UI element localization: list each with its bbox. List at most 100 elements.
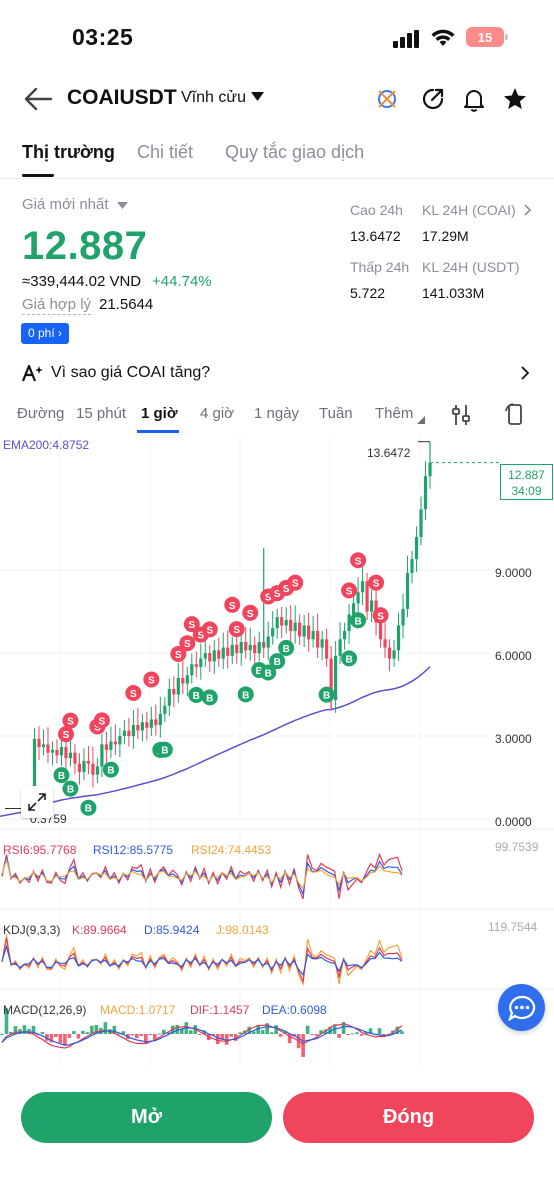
tab-details[interactable]: Chi tiết: [137, 142, 194, 162]
buy-marker: [102, 761, 119, 778]
candle-body: [369, 600, 374, 612]
candlestick-chart[interactable]: BBBBBBBBBBBBBBBBSSSSSSSSSSSSSSSSSSSSSS: [0, 434, 554, 1066]
ai-tools-icon[interactable]: [372, 84, 402, 114]
macd-bar: [103, 1022, 108, 1034]
candle-body: [293, 622, 297, 631]
rsi24-label: RSI24:74.4453: [191, 843, 272, 857]
macd-bar: [278, 1034, 283, 1037]
macd-bar: [40, 1032, 45, 1034]
candle-body: [172, 689, 176, 695]
candle-body: [100, 744, 104, 767]
macd-bar: [233, 1034, 238, 1041]
caret-icon[interactable]: [417, 416, 425, 424]
macd-bar: [90, 1025, 94, 1034]
buy-marker: [188, 686, 205, 703]
macd-bar: [117, 1033, 121, 1035]
indicator-settings-icon[interactable]: [451, 404, 471, 426]
rotate-screen-icon[interactable]: [505, 403, 525, 427]
volume-coai-label[interactable]: KL 24H (COAI): [422, 202, 516, 218]
sell-marker-label: S: [274, 589, 281, 600]
tab-market[interactable]: Thị trường: [22, 142, 115, 162]
candle-body: [230, 644, 234, 656]
interval-more[interactable]: Thêm: [375, 405, 414, 422]
macd-bar: [224, 1034, 229, 1045]
ai-sparkle-icon: [22, 364, 43, 382]
sell-marker-label: S: [206, 625, 213, 636]
fair-price-value: 21.5644: [99, 296, 154, 313]
interval-week[interactable]: Tuần: [319, 405, 353, 422]
interval-4h[interactable]: 4 giờ: [200, 405, 235, 422]
header: COAIUSDT Vĩnh cửu: [0, 78, 554, 120]
candle-body: [59, 747, 64, 756]
close-position-button[interactable]: Đóng: [283, 1092, 534, 1143]
interval-1d[interactable]: 1 ngày: [254, 405, 300, 422]
back-arrow-icon[interactable]: [22, 84, 54, 114]
sell-marker-label: S: [292, 579, 299, 590]
interval-line[interactable]: Đường: [17, 405, 65, 422]
fullscreen-button[interactable]: [21, 786, 53, 818]
chat-support-button[interactable]: [498, 984, 545, 1031]
price-chart[interactable]: BBBBBBBBBBBBBBBBSSSSSSSSSSSSSSSSSSSSSS: [0, 434, 554, 1066]
macd-bar: [260, 1030, 265, 1034]
open-position-button[interactable]: Mở: [21, 1092, 272, 1143]
zero-fee-badge[interactable]: 0 phí ›: [21, 323, 70, 344]
buy-marker-label: B: [345, 654, 352, 665]
chevron-down-icon[interactable]: [251, 92, 264, 102]
macd-bar: [215, 1034, 220, 1045]
last-price: 12.887: [22, 224, 148, 268]
candle-body: [91, 763, 95, 775]
sell-marker-label: S: [377, 611, 384, 622]
fair-price-label[interactable]: Giá hợp lý: [22, 296, 92, 315]
macd-bar: [211, 1034, 216, 1036]
main-tabs: Thị trường Chi tiết Quy tắc giao dịch: [0, 138, 554, 178]
candle-body: [378, 622, 383, 640]
buy-marker-label: B: [58, 771, 65, 782]
sell-marker-label: S: [63, 730, 70, 741]
candle-body: [113, 741, 117, 745]
chevron-down-icon[interactable]: [117, 202, 128, 210]
macd-bar: [148, 1034, 153, 1035]
sell-marker-label: S: [247, 609, 254, 620]
sell-marker: [183, 616, 200, 633]
interval-15m[interactable]: 15 phút: [76, 405, 127, 422]
candle-body: [145, 722, 149, 728]
sell-marker: [57, 726, 74, 743]
interval-1h[interactable]: 1 giờ: [141, 405, 178, 422]
candle-body: [41, 744, 46, 748]
buy-marker-label: B: [193, 691, 200, 702]
symbol-title[interactable]: COAIUSDT: [67, 86, 177, 109]
kdj-label: KDJ(9,3,3): [3, 923, 61, 937]
macd-bar: [310, 1034, 314, 1035]
buy-marker: [201, 689, 218, 706]
buy-marker-label: B: [274, 657, 281, 668]
star-icon[interactable]: [500, 84, 530, 114]
tab-trading-rules[interactable]: Quy tắc giao dịch: [225, 142, 365, 162]
bell-icon[interactable]: [459, 84, 489, 114]
candle-body: [343, 630, 347, 640]
macd-bar: [144, 1034, 148, 1044]
macd-bar: [153, 1034, 157, 1041]
candle-body: [248, 644, 252, 651]
candle-body: [325, 639, 329, 659]
macd-bar: [251, 1031, 256, 1034]
share-icon[interactable]: [418, 84, 448, 114]
news-headline[interactable]: Vì sao giá COAI tăng?: [51, 364, 211, 381]
sell-marker: [170, 645, 187, 662]
buy-marker: [156, 741, 173, 758]
macd-bar: [22, 1025, 27, 1034]
macd-bar: [197, 1034, 202, 1035]
macd-dea-line: [1, 1025, 403, 1046]
contract-type[interactable]: Vĩnh cửu: [181, 89, 246, 106]
last-price-label[interactable]: Giá mới nhất: [22, 196, 109, 213]
macd-bar: [179, 1029, 184, 1034]
chevron-right-icon[interactable]: [524, 204, 532, 216]
sell-marker-label: S: [373, 579, 380, 590]
macd-value-label: MACD:1.0717: [100, 1003, 176, 1017]
kdj-d-line: [1, 944, 403, 977]
buy-marker: [260, 664, 277, 681]
sell-marker-label: S: [67, 717, 74, 728]
macd-bar: [359, 1034, 364, 1036]
chevron-right-icon[interactable]: [521, 366, 530, 380]
macd-bar: [31, 1025, 36, 1034]
macd-dea-label: DEA:0.6098: [262, 1003, 327, 1017]
